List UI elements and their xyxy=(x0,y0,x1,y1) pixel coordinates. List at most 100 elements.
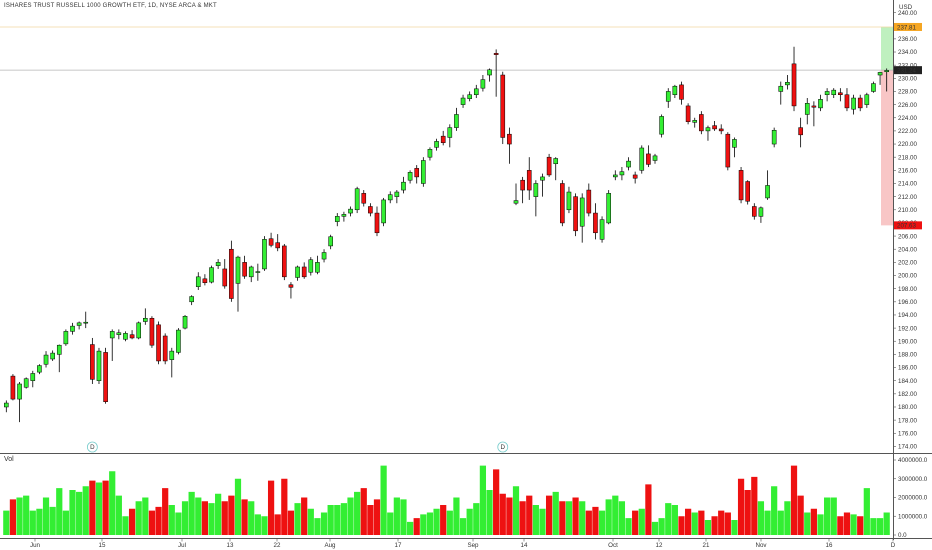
candle-down xyxy=(699,114,704,132)
candle-up xyxy=(116,332,122,335)
volume-bar xyxy=(109,471,116,535)
time-tick-label: Nov xyxy=(755,542,767,549)
candle-down xyxy=(560,183,565,224)
candle-up xyxy=(652,155,658,161)
candle-up xyxy=(56,344,62,355)
volume-bar xyxy=(565,501,573,535)
candle-up xyxy=(401,181,406,191)
candle-down xyxy=(222,268,228,287)
last-price-tag-text: 231.24 xyxy=(897,67,916,74)
volume-tick-label: 1000000.0 xyxy=(898,513,928,520)
candle-down xyxy=(685,105,691,122)
candle-down xyxy=(679,84,684,100)
candle-up xyxy=(348,208,353,214)
volume-bar xyxy=(837,516,844,535)
candle-down xyxy=(162,335,168,362)
volume-tick-label: 3000000.0 xyxy=(898,476,928,483)
volume-bar xyxy=(95,482,103,535)
volume-bar xyxy=(684,508,692,535)
volume-bar xyxy=(201,501,209,535)
dividend-marker-label: D xyxy=(501,444,506,451)
candle-up xyxy=(599,219,605,240)
candle-up xyxy=(182,316,188,329)
price-tick-label: 192.00 xyxy=(898,325,917,332)
volume-bar xyxy=(671,505,678,535)
time-tick-label: 17 xyxy=(395,542,402,549)
volume-bar xyxy=(440,505,447,535)
candle-up xyxy=(143,317,148,322)
volume-bar xyxy=(757,501,765,535)
volume-bar xyxy=(605,499,612,535)
volume-bar xyxy=(473,503,480,535)
candle-up xyxy=(387,194,393,201)
volume-bar xyxy=(572,497,579,535)
price-tick-label: 240.00 xyxy=(898,10,917,17)
volume-bar xyxy=(764,510,771,535)
candle-up xyxy=(804,103,810,115)
volume-bar xyxy=(420,514,427,535)
candle-up xyxy=(851,97,856,110)
volume-bar xyxy=(320,512,328,535)
volume-bar xyxy=(142,497,149,535)
volume-bar xyxy=(400,499,407,535)
candle-down xyxy=(229,248,234,299)
candle-up xyxy=(394,191,400,197)
volume-bar xyxy=(579,501,586,535)
volume-bar xyxy=(658,518,665,535)
candle-up xyxy=(606,193,611,224)
volume-bar xyxy=(155,506,162,535)
candle-down xyxy=(745,181,750,202)
candle-up xyxy=(17,383,22,400)
candle-up xyxy=(533,183,539,197)
price-tick-label: 204.00 xyxy=(898,246,917,253)
volume-bar xyxy=(254,514,261,535)
volume-bar xyxy=(651,521,659,535)
volume-bar xyxy=(340,503,348,535)
volume-bar xyxy=(771,486,778,535)
chart-title: ISHARES TRUST RUSSELL 1000 GROWTH ETF, 1… xyxy=(4,3,217,9)
time-tick-label: Jun xyxy=(30,542,41,549)
time-tick-label: 22 xyxy=(274,542,281,549)
volume-bar xyxy=(479,465,487,535)
volume-bar xyxy=(665,503,672,535)
candle-up xyxy=(579,197,585,227)
volume-bar xyxy=(76,491,83,535)
volume-bar xyxy=(413,518,420,535)
candle-up xyxy=(109,331,115,339)
candle-down xyxy=(368,206,373,214)
candle-up xyxy=(195,276,201,287)
volume-bar xyxy=(281,478,288,535)
candle-down xyxy=(791,63,797,107)
volume-bar xyxy=(731,520,738,535)
candle-up xyxy=(4,402,9,408)
dividend-marker xyxy=(86,441,98,453)
dividend-marker-label: D xyxy=(90,444,95,451)
candle-down xyxy=(857,97,863,109)
volume-bar xyxy=(168,505,175,535)
candle-down xyxy=(844,94,850,109)
candle-up xyxy=(209,267,214,283)
volume-bar xyxy=(354,491,361,535)
candle-up xyxy=(76,322,82,326)
volume-bar xyxy=(162,488,169,535)
volume-bar xyxy=(704,520,712,535)
volume-bar xyxy=(598,510,606,535)
candle-up xyxy=(23,378,29,388)
volume-bar xyxy=(327,505,334,535)
price-tick-label: 232.00 xyxy=(898,62,917,69)
time-tick-label: Jul xyxy=(178,542,186,549)
candle-up xyxy=(341,214,347,217)
candle-up xyxy=(43,354,49,365)
candle-up xyxy=(248,266,254,278)
candle-up xyxy=(626,160,631,168)
volume-bar xyxy=(585,510,592,535)
candle-down xyxy=(738,170,744,201)
volume-bar xyxy=(857,516,864,535)
candle-up xyxy=(37,365,42,373)
time-tick-label: 21 xyxy=(703,542,710,549)
volume-bar xyxy=(850,514,857,535)
volume-bar xyxy=(294,503,301,535)
volume-bar xyxy=(9,499,17,535)
candle-up xyxy=(83,321,89,324)
